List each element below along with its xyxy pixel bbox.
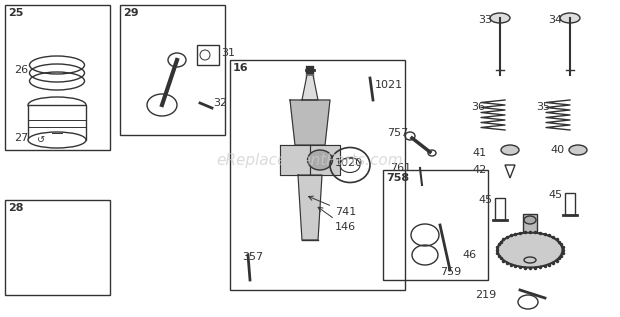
Bar (565, 193, 575, 215)
Bar (197, 45, 219, 65)
Text: 146: 146 (318, 207, 356, 232)
Text: 42: 42 (472, 165, 486, 175)
Polygon shape (290, 100, 330, 145)
Polygon shape (280, 145, 310, 175)
Text: 357: 357 (242, 252, 263, 262)
Bar (495, 198, 505, 220)
Ellipse shape (490, 13, 510, 23)
Text: 32: 32 (213, 98, 227, 108)
Text: 16: 16 (233, 63, 249, 73)
Ellipse shape (28, 97, 86, 113)
Ellipse shape (501, 145, 519, 155)
Text: 27: 27 (14, 133, 29, 143)
Text: 25: 25 (8, 8, 24, 18)
Text: 41: 41 (472, 148, 486, 158)
Text: 26: 26 (14, 65, 28, 75)
Text: ↺: ↺ (37, 135, 45, 145)
Text: 758: 758 (386, 173, 409, 183)
Bar (5, 5, 110, 150)
Bar (120, 5, 225, 135)
Ellipse shape (497, 232, 562, 268)
Text: 219: 219 (475, 290, 496, 300)
Ellipse shape (524, 216, 536, 224)
Ellipse shape (28, 132, 86, 148)
Text: 759: 759 (440, 267, 461, 277)
Text: 28: 28 (8, 203, 24, 213)
Text: 761: 761 (390, 163, 411, 173)
Text: 34: 34 (548, 15, 562, 25)
Bar (523, 214, 537, 232)
Text: 1021: 1021 (375, 80, 403, 90)
Text: 757: 757 (387, 128, 408, 138)
Text: 46: 46 (462, 250, 476, 260)
Ellipse shape (308, 150, 332, 170)
Bar (28, 105, 86, 140)
Polygon shape (302, 75, 318, 100)
Text: 36: 36 (471, 102, 485, 112)
Bar (230, 60, 405, 290)
Bar (383, 170, 488, 280)
Polygon shape (310, 145, 340, 175)
Text: 31: 31 (221, 48, 235, 58)
Ellipse shape (569, 145, 587, 155)
Text: 45: 45 (478, 195, 492, 205)
Text: 35: 35 (536, 102, 550, 112)
Text: 45: 45 (548, 190, 562, 200)
Polygon shape (298, 175, 322, 240)
Text: 1020: 1020 (335, 158, 363, 168)
Text: 741: 741 (309, 196, 356, 217)
Text: 40: 40 (550, 145, 564, 155)
Text: 29: 29 (123, 8, 139, 18)
Ellipse shape (560, 13, 580, 23)
Text: 33: 33 (478, 15, 492, 25)
Text: eReplacementParts.com: eReplacementParts.com (216, 152, 404, 167)
Bar (5, 200, 110, 295)
